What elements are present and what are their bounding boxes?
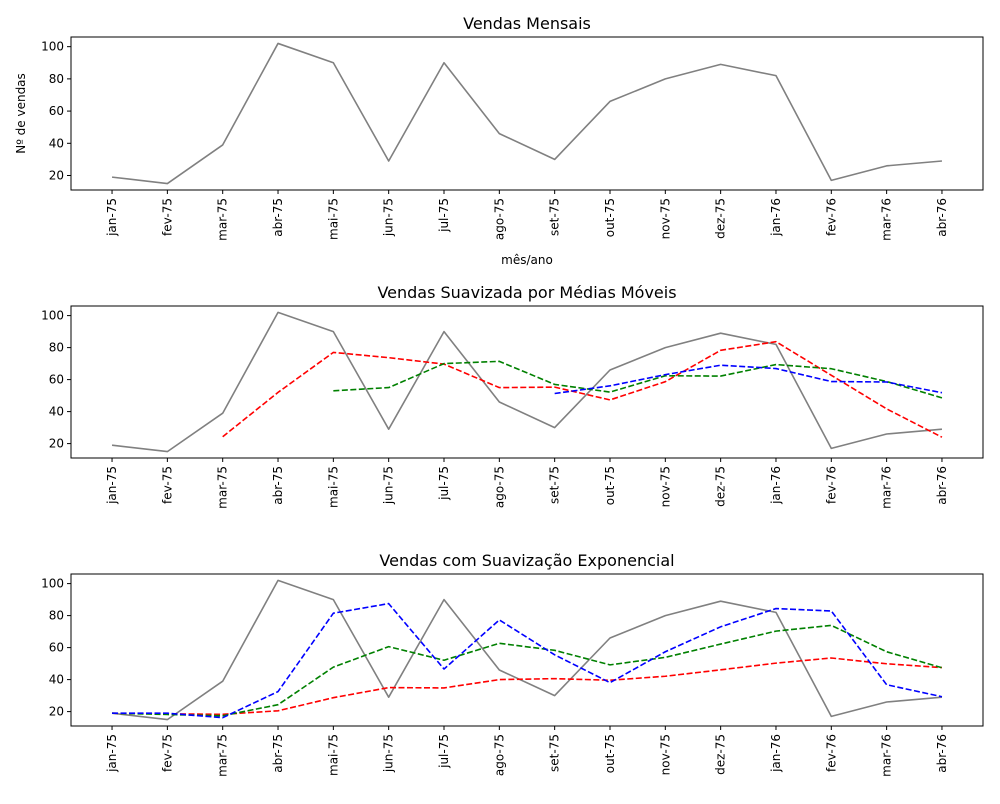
y-axis-label: Nº de vendas	[14, 73, 28, 154]
y-tick-label: 100	[41, 40, 64, 54]
x-tick-label: jun-75	[382, 466, 396, 505]
x-tick-label: jun-75	[382, 734, 396, 773]
chart-panel-1: Vendas Mensais 20 40 60 80 100 jan-75 fev-75 mar…	[14, 14, 984, 267]
x-tick-label: ago-75	[492, 734, 506, 776]
x-tick-label: abr-75	[271, 198, 285, 237]
chart-title: Vendas Suavizada por Médias Móveis	[377, 283, 676, 302]
series-line-4	[554, 364, 943, 395]
y-tick-label: 80	[49, 341, 64, 355]
y-tick-label: 60	[49, 641, 64, 655]
series-line-1	[111, 579, 943, 721]
x-tick-label: mar-76	[880, 466, 894, 509]
x-tick-label: jan-75	[105, 466, 119, 505]
x-tick-label: mar-76	[880, 734, 894, 777]
x-tick-label: out-75	[603, 734, 617, 773]
x-tick-label: fev-75	[160, 198, 174, 236]
x-tick-label: dez-75	[714, 734, 728, 775]
x-tick-label: mai-75	[326, 734, 340, 776]
x-tick-label: jan-75	[105, 198, 119, 237]
x-tick-label: fev-76	[824, 734, 838, 772]
x-axis-label: mês/ano	[501, 253, 553, 267]
x-tick-label: jan-76	[769, 198, 783, 237]
chart-panel-2: Vendas Suavizada por Médias Móveis 20 40 60…	[41, 283, 984, 509]
y-tick-label: 60	[49, 373, 64, 387]
series-line-1	[111, 311, 943, 453]
x-tick-label: abr-76	[935, 466, 949, 505]
x-tick-label: jul-75	[437, 466, 451, 501]
y-tick-label: 40	[49, 136, 64, 150]
x-tick-label: set-75	[548, 198, 562, 236]
plot-frame	[70, 36, 984, 191]
x-tick-label: out-75	[603, 466, 617, 505]
chart-title: Vendas com Suavização Exponencial	[379, 551, 674, 570]
x-tick-label: dez-75	[714, 198, 728, 239]
series-line-3	[112, 624, 943, 717]
y-tick-label: 20	[49, 169, 64, 183]
x-tick-label: set-75	[548, 466, 562, 504]
y-tick-label: 40	[49, 673, 64, 687]
x-tick-label: out-75	[603, 198, 617, 237]
series-line-2	[222, 340, 943, 438]
x-tick-label: abr-76	[935, 734, 949, 773]
chart-title: Vendas Mensais	[463, 14, 591, 33]
series-line-3	[333, 360, 943, 399]
y-tick-label: 20	[49, 705, 64, 719]
x-tick-label: jan-76	[769, 734, 783, 773]
x-tick-label: jul-75	[437, 734, 451, 769]
y-tick-label: 80	[49, 609, 64, 623]
x-tick-label: fev-75	[160, 734, 174, 772]
x-tick-label: mai-75	[326, 466, 340, 508]
x-tick-label: nov-75	[658, 734, 672, 775]
x-tick-label: ago-75	[492, 466, 506, 508]
y-tick-label: 100	[41, 577, 64, 591]
x-tick-label: jan-76	[769, 466, 783, 505]
x-tick-label: nov-75	[658, 198, 672, 239]
x-tick-label: mar-75	[216, 198, 230, 241]
y-tick-label: 80	[49, 72, 64, 86]
x-tick-label: abr-75	[271, 734, 285, 773]
plot-frame	[70, 305, 984, 459]
series-line-2	[112, 657, 943, 716]
y-tick-label: 100	[41, 309, 64, 323]
x-tick-label: set-75	[548, 734, 562, 772]
x-tick-label: ago-75	[492, 198, 506, 240]
y-tick-label: 60	[49, 104, 64, 118]
x-tick-label: nov-75	[658, 466, 672, 507]
x-tick-label: jan-75	[105, 734, 119, 773]
chart-panel-3: Vendas com Suavização Exponencial 20 40 60 8…	[41, 551, 984, 777]
x-tick-label: abr-75	[271, 466, 285, 505]
x-tick-label: fev-75	[160, 466, 174, 504]
y-tick-label: 40	[49, 405, 64, 419]
x-tick-label: jun-75	[382, 198, 396, 237]
x-tick-label: mai-75	[326, 198, 340, 240]
x-tick-label: fev-76	[824, 198, 838, 236]
x-tick-label: abr-76	[935, 198, 949, 237]
x-tick-label: fev-76	[824, 466, 838, 504]
x-tick-label: jul-75	[437, 198, 451, 233]
plot-frame	[70, 573, 984, 727]
x-tick-label: dez-75	[714, 466, 728, 507]
x-tick-label: mar-75	[216, 466, 230, 509]
x-tick-label: mar-75	[216, 734, 230, 777]
y-tick-label: 20	[49, 437, 64, 451]
series-line-4	[112, 602, 943, 719]
x-tick-label: mar-76	[880, 198, 894, 241]
series-line-1	[111, 42, 943, 185]
